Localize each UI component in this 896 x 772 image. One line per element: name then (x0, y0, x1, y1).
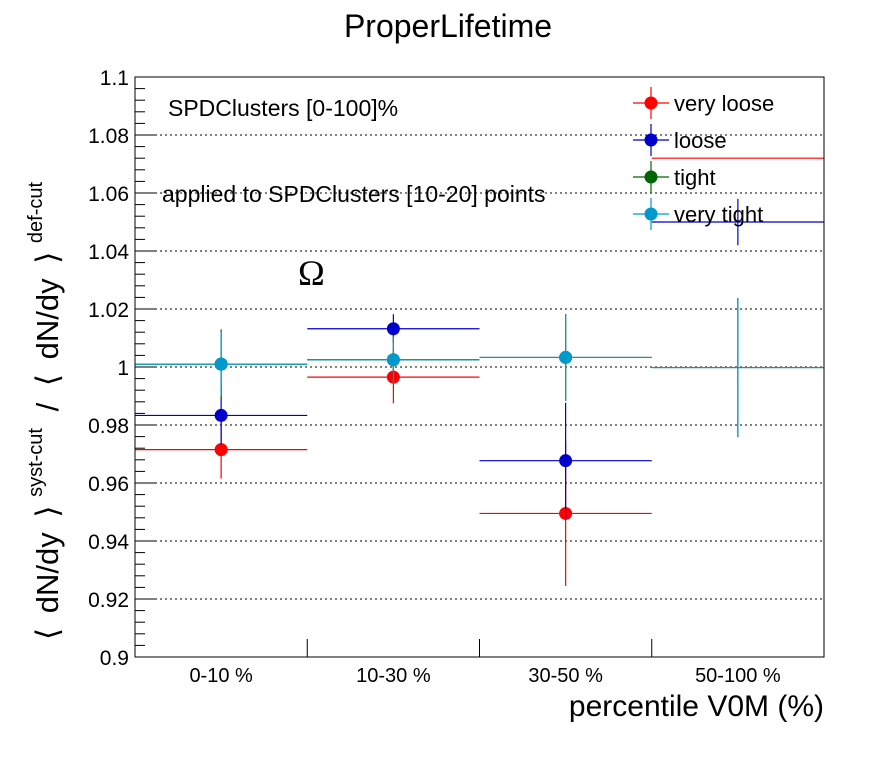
y-label-numerator-sup: syst-cut (25, 428, 47, 497)
legend-item: loose (633, 124, 727, 156)
data-point (559, 454, 573, 468)
x-axis: 0-10 % 10-30 % 30-50 % 50-100 % (189, 639, 781, 687)
cut-label: SPDClusters [0-100]% (168, 95, 398, 121)
y-tick-label: 1 (117, 357, 129, 380)
data-point (214, 443, 228, 457)
data-point (559, 350, 573, 364)
x-tick-label: 30-50 % (528, 665, 603, 687)
y-tick-label: 0.98 (88, 415, 129, 438)
x-axis-label: percentile V0M (%) (569, 690, 824, 723)
y-tick-label: 0.92 (88, 589, 129, 612)
data-point (386, 322, 400, 336)
legend-label: loose (674, 128, 727, 153)
legend-marker (644, 96, 658, 110)
y-label-slash: / (30, 402, 65, 411)
y-tick-label: 1.04 (88, 241, 129, 264)
y-tick-label: 1.1 (100, 67, 129, 90)
y-tick-label: 0.94 (88, 531, 129, 554)
y-axis-label: ⟨ dN/dy ⟩ syst-cut / ⟨ dN/dy ⟩ def-cut (14, 181, 65, 640)
legend-item: very loose (633, 87, 774, 119)
applied-label: applied to SPDClusters [10-20] points (162, 181, 546, 207)
data-layer (135, 157, 824, 586)
y-label-denominator-sup: def-cut (25, 181, 47, 243)
legend: very loose loose tight very tight (633, 87, 774, 230)
y-tick-label: 0.96 (88, 473, 129, 496)
y-tick-label: 1.06 (88, 183, 129, 206)
data-point (214, 357, 228, 371)
legend-label: very tight (674, 202, 763, 227)
y-tick-label: 1.08 (88, 125, 129, 148)
x-tick-label: 10-30 % (356, 665, 431, 687)
legend-marker (644, 170, 658, 184)
y-axis: 0.9 0.92 0.94 0.96 0.98 1 1.02 1.04 1.06 1.08 1.1 (88, 67, 155, 670)
y-tick-label: 1.02 (88, 299, 129, 322)
legend-label: tight (674, 165, 716, 190)
y-label-numerator: dN/dy (30, 532, 65, 613)
y-label-denominator: dN/dy (30, 278, 65, 359)
y-label-right-bracket: ⟩ (30, 506, 65, 518)
data-points (135, 157, 824, 586)
x-tick-label: 50-100 % (695, 665, 781, 687)
data-point (214, 408, 228, 422)
svg-text:⟨ dN/dy ⟩ sy: ⟨ dN/dy ⟩ syst-cut / ⟨ dN/dy ⟩ def-cut (14, 181, 65, 640)
legend-item: tight (633, 161, 716, 193)
y-label-left-bracket: ⟨ (30, 628, 65, 640)
data-point (386, 353, 400, 367)
y-label-den-right-bracket: ⟩ (30, 252, 65, 264)
y-tick-label: 0.9 (100, 647, 129, 670)
chart-title: ProperLifetime (344, 8, 552, 44)
legend-marker (644, 207, 658, 221)
y-label-den-left-bracket: ⟨ (30, 374, 65, 386)
legend-label: very loose (674, 91, 774, 116)
x-tick-label: 0-10 % (189, 665, 253, 687)
legend-marker (644, 133, 658, 147)
particle-label: Ω (298, 253, 325, 293)
legend-item: very tight (633, 198, 763, 230)
